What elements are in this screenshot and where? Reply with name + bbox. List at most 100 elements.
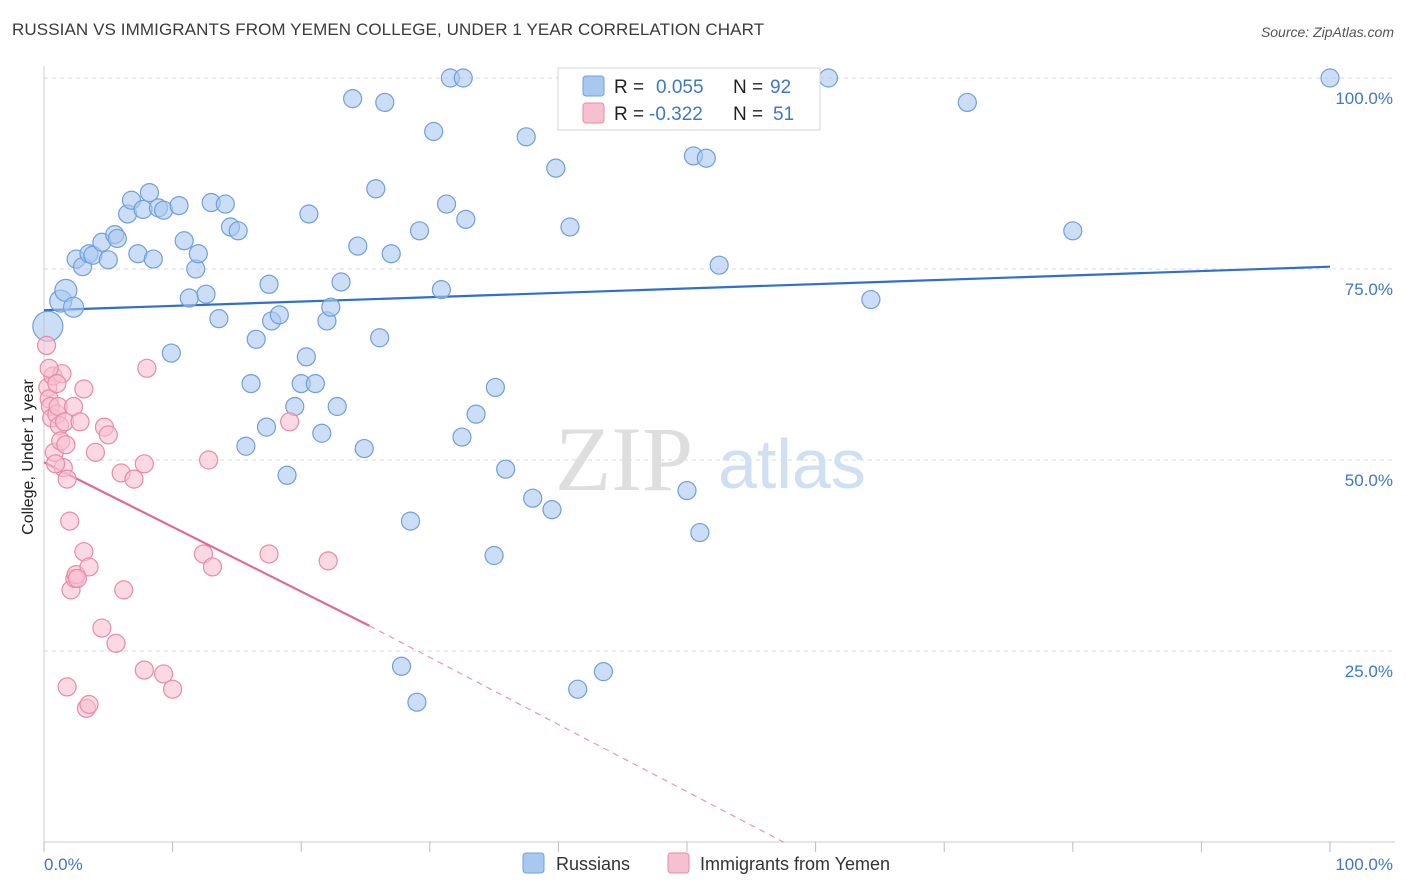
russians-r-label: R =: [614, 77, 644, 98]
legend-yemen-label: Immigrants from Yemen: [700, 854, 890, 874]
russians-point: [354, 438, 374, 459]
stats-legend: R = 0.055 N = 92 R = -0.322 N = 51: [557, 67, 821, 131]
russians-point: [484, 545, 504, 566]
russians-point: [496, 459, 516, 479]
yemen-trendline-extension: [369, 625, 784, 843]
yemen-point: [153, 664, 174, 684]
russians-point: [523, 488, 543, 508]
russians-point: [296, 347, 316, 367]
y-tick-label: 75.0%: [1345, 280, 1393, 299]
russians-point: [312, 423, 332, 443]
russians-point: [161, 343, 181, 363]
russians-point: [277, 465, 297, 485]
yemen-n-value: 51: [773, 104, 794, 125]
legend-russians-swatch: [522, 852, 545, 874]
russians-point: [327, 396, 347, 417]
points: [32, 68, 1340, 718]
trendlines: [43, 265, 1331, 843]
russians-point: [209, 309, 229, 329]
watermark: ZIP atlas: [555, 408, 866, 510]
yemen-trendline: [43, 461, 370, 627]
russians-point: [1320, 68, 1340, 88]
russians-point: [299, 204, 319, 224]
yemen-point: [163, 679, 183, 699]
russians-point: [696, 148, 716, 168]
russians-point: [456, 209, 476, 229]
russians-point: [370, 328, 390, 348]
yemen-r-value: -0.322: [649, 104, 703, 125]
yemen-point: [137, 358, 157, 378]
yemen-point: [79, 694, 99, 715]
yemen-point: [79, 557, 99, 577]
russians-point: [709, 255, 729, 275]
russians-r-value: 0.055: [656, 77, 704, 98]
russians-point: [407, 692, 427, 712]
yemen-point: [70, 412, 90, 432]
russians-point: [269, 305, 289, 325]
y-tick-label: 100.0%: [1335, 89, 1393, 108]
yemen-point: [98, 425, 118, 445]
y-axis-title: College, Under 1 year: [20, 379, 37, 535]
y-tick-label: 50.0%: [1345, 471, 1393, 490]
russians-point: [485, 377, 505, 398]
yemen-point: [56, 435, 76, 455]
russians-point: [366, 179, 386, 199]
russians-point: [259, 274, 279, 294]
russians-point: [1063, 221, 1083, 241]
yemen-point: [60, 511, 80, 531]
russians-point: [321, 297, 341, 317]
russians-point: [466, 404, 486, 424]
yemen-point: [74, 379, 94, 399]
russians-point: [256, 417, 277, 437]
russians-point: [690, 522, 710, 543]
bottom-legend: Russians Immigrants from Yemen: [522, 852, 890, 874]
russians-point: [179, 288, 199, 308]
yemen-swatch: [582, 102, 605, 124]
russians-point: [568, 679, 588, 699]
russians-point: [62, 296, 85, 318]
russians-point: [453, 68, 473, 88]
yemen-point: [114, 580, 134, 600]
yemen-n-label: N =: [733, 104, 763, 125]
russians-point: [196, 284, 216, 304]
russians-point: [957, 92, 977, 113]
russians-point: [431, 280, 451, 300]
yemen-point: [259, 544, 279, 564]
russians-point: [169, 195, 189, 216]
russians-point: [241, 374, 261, 394]
yemen-point: [57, 469, 77, 489]
russians-swatch: [582, 75, 605, 97]
source-label: Source: ZipAtlas.com: [1260, 24, 1394, 40]
chart-title: RUSSIAN VS IMMIGRANTS FROM YEMEN COLLEGE…: [12, 20, 765, 39]
russians-point: [174, 231, 194, 251]
russians-point: [677, 480, 697, 501]
russians-point: [348, 236, 368, 256]
yemen-point: [36, 335, 57, 355]
yemen-point: [47, 374, 67, 394]
russians-point: [516, 127, 536, 147]
russians-point: [246, 329, 266, 349]
x-tick-label: 100.0%: [1335, 855, 1393, 874]
yemen-point: [318, 551, 338, 571]
yemen-point: [106, 633, 126, 653]
y-tick-label: 25.0%: [1345, 662, 1393, 681]
watermark-zip: ZIP: [555, 408, 693, 510]
russians-point: [593, 662, 614, 682]
watermark-atlas: atlas: [718, 425, 866, 503]
russians-point: [331, 272, 351, 292]
russians-point: [424, 121, 444, 142]
russians-n-value: 92: [770, 77, 791, 98]
yemen-point: [57, 677, 77, 697]
russians-point: [375, 92, 395, 113]
yemen-point: [39, 358, 59, 378]
russians-point: [818, 68, 839, 88]
russians-point: [228, 221, 248, 241]
russians-point: [143, 249, 163, 269]
axes: [43, 66, 1395, 852]
russians-point: [188, 244, 208, 264]
russians-point: [107, 228, 127, 249]
russians-point: [305, 374, 325, 394]
yemen-point: [67, 568, 88, 589]
russians-point: [436, 194, 457, 214]
